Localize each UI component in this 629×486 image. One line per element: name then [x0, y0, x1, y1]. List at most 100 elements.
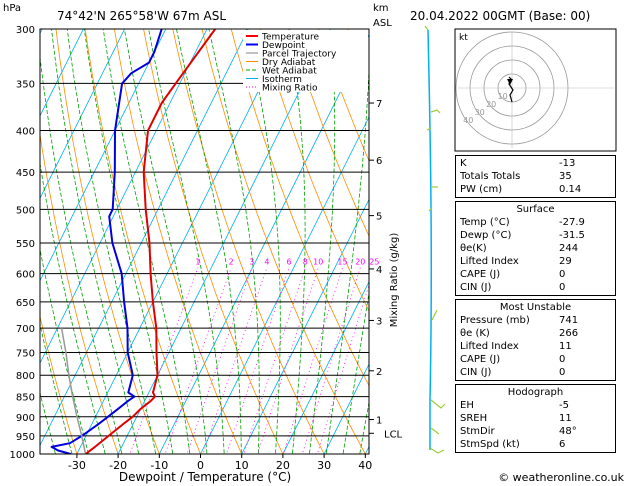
hodograph-ring-label: 40: [463, 116, 473, 125]
mu-row: θe (K) 266: [460, 328, 579, 339]
most-unstable-title: Most Unstable: [499, 302, 572, 313]
temp-tick-label: -30: [68, 459, 86, 472]
credit: © weatheronline.co.uk: [498, 471, 624, 484]
indices-block: K -13 Totals Totals 35 PW (cm) 0.14: [455, 155, 616, 198]
mixing-ratio-label: 2: [229, 258, 234, 267]
isotherm-line: [40, 29, 84, 117]
hodograph-block: Hodograph EH -5 SREH 11 StmDir 48° StmSpd (…: [455, 384, 616, 453]
isotherm-line: [40, 29, 43, 35]
mixing-ratio-line: [282, 267, 343, 454]
mu-row: CIN (J) 0: [460, 367, 566, 378]
pressure-tick-label: 750: [16, 348, 35, 359]
asl-label: ASL: [373, 18, 392, 29]
mixing-ratio-line: [226, 267, 290, 454]
hpa-label: hPa: [3, 3, 21, 14]
isotherm-line: [40, 29, 208, 364]
hodograph-ring-label: 10: [498, 92, 508, 101]
location-title: 74°42'N 265°58'W 67m ASL: [57, 9, 226, 23]
dry-adiabat-line: [318, 29, 369, 162]
wind-barb-axis: [424, 25, 446, 454]
isobars: [40, 28, 369, 455]
km-label: km: [373, 3, 389, 14]
wind-barb: [430, 109, 441, 114]
lcl-label: LCL: [384, 429, 403, 440]
km-tick-label: 6: [376, 156, 382, 167]
dry-adiabat-line: [40, 314, 78, 454]
profile-dewpoint: [50, 29, 163, 454]
temp-tick-label: -10: [150, 459, 168, 472]
pressure-tick-label: 450: [16, 168, 35, 179]
mixing-ratio-line: [316, 283, 369, 454]
pressure-tick-label: 500: [16, 205, 35, 216]
mu-row: Lifted Index 11: [460, 341, 572, 352]
legend-background: [243, 30, 368, 92]
pressure-tick-label: 950: [16, 432, 35, 443]
profile-parcel-trajectory: [60, 327, 87, 454]
dry-adiabat-line: [289, 29, 369, 238]
mixing-ratio-labels: 1 2 3 4 6 8 10 15 20 25: [195, 258, 379, 267]
hodograph-unit: kt: [459, 33, 468, 43]
mixing-ratio-line: [164, 267, 232, 454]
wind-barb: [424, 25, 429, 31]
wind-barb: [430, 399, 446, 409]
isotherm-line: [40, 29, 126, 200]
km-tick-label: 7: [376, 99, 382, 110]
temp-tick-label: 0: [197, 459, 204, 472]
height-axis: 1 2 3 4 5 6 7 LCL: [369, 99, 403, 440]
isotherm-line: [200, 116, 369, 454]
pressure-tick-label: 300: [16, 25, 35, 36]
surface-block: Surface Temp (°C) -27.9 Dewp (°C) -31.5 θe…: [455, 201, 616, 296]
datetime-title: 20.04.2022 00GMT (Base: 00): [410, 9, 590, 23]
hodograph-trace: [508, 76, 514, 103]
wind-axis-line: [427, 29, 433, 450]
mixing-ratio-lines: [129, 267, 369, 454]
wind-barb: [431, 309, 438, 321]
storm-motion-marker: [507, 79, 513, 85]
mixing-ratio-label: 20: [355, 258, 365, 267]
hodo-row: SREH 11: [460, 413, 572, 424]
mixing-ratio-label: 3: [249, 258, 254, 267]
surface-row: Lifted Index 29: [460, 256, 572, 267]
wind-barb: [429, 447, 445, 454]
mixing-ratio-line: [301, 267, 361, 454]
mixing-ratio-line: [243, 267, 306, 454]
pressure-tick-label: 1000: [10, 450, 35, 461]
surface-row: Temp (°C) -27.9: [460, 217, 585, 228]
index-row: PW (cm) 0.14: [460, 184, 582, 195]
mixing-ratio-label: 8: [303, 258, 308, 267]
surface-row: CIN (J) 0: [460, 282, 566, 293]
isotherm-line: [323, 363, 369, 454]
mixing-ratio-line: [202, 267, 268, 454]
pressure-tick-label: 650: [16, 298, 35, 309]
pressure-tick-label: 600: [16, 270, 35, 281]
index-row: K -13: [460, 158, 576, 169]
sounding-profiles: [50, 29, 217, 454]
mixing-ratio-line: [257, 267, 319, 454]
wind-barb: [430, 427, 440, 435]
wind-barb: [426, 127, 432, 131]
wet-adiabat-line: [40, 391, 56, 454]
legend-label: Mixing Ratio: [262, 84, 318, 94]
hodo-row: StmDir 48°: [460, 426, 577, 437]
surface-title: Surface: [516, 204, 555, 215]
wet-adiabat-line: [40, 322, 73, 454]
wind-barb: [428, 207, 433, 212]
profile-temperature: [84, 29, 217, 454]
km-tick-label: 4: [376, 265, 382, 276]
most-unstable-block: Most Unstable Pressure (mb) 741 θe (K) 266…: [455, 299, 616, 381]
surface-row: CAPE (J) 0: [460, 269, 566, 280]
plot-frame: [39, 28, 370, 455]
mixing-ratio-label: 15: [337, 258, 347, 267]
isotherm-line: [241, 198, 369, 454]
dry-adiabat-line: [84, 29, 201, 454]
legend-label: Dewpoint: [262, 41, 305, 51]
pressure-tick-label: 800: [16, 371, 35, 382]
temp-tick-label: -20: [109, 459, 127, 472]
pressure-tick-label: 350: [16, 79, 35, 90]
legend-label: Isotherm: [262, 75, 302, 85]
wet-adiabat-line: [66, 29, 157, 454]
hodograph-ring-label: 30: [475, 108, 485, 117]
mixing-ratio-axis-title: Mixing Ratio (g/kg): [389, 233, 400, 328]
